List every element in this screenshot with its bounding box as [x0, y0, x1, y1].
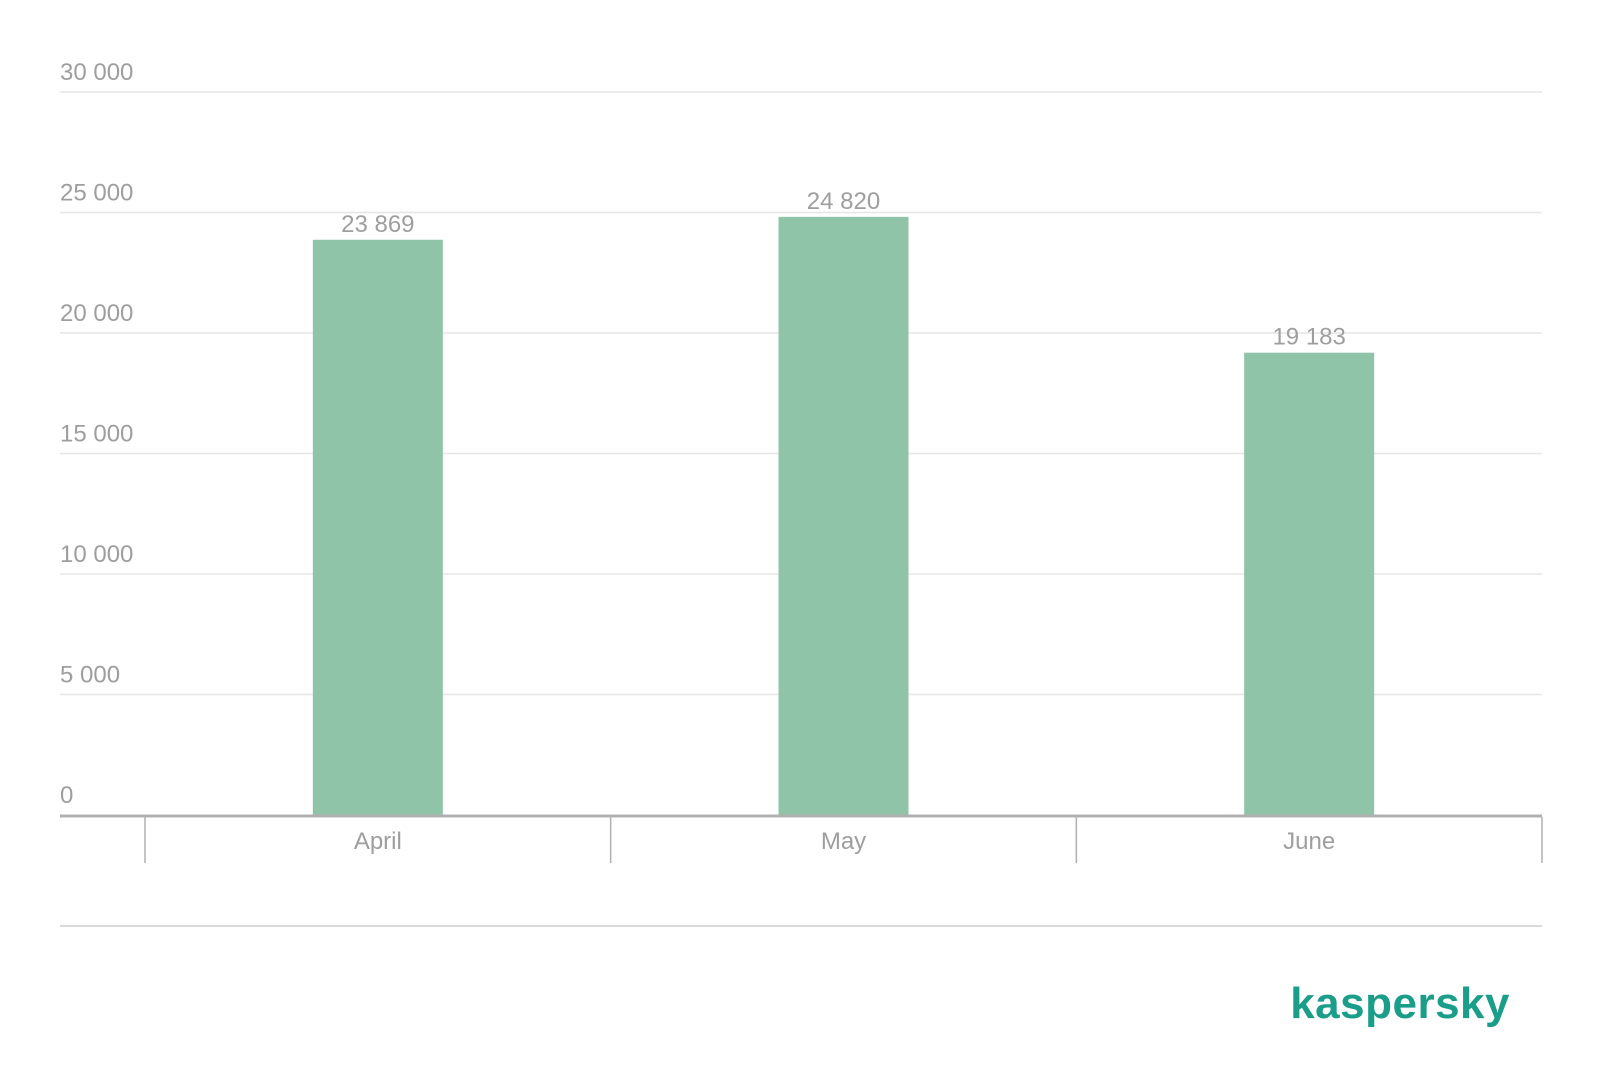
x-axis: [60, 814, 1543, 863]
kaspersky-logo: kaspersky: [1290, 979, 1510, 1028]
y-axis-tick-labels: 0 5 000 10 000 15 000 20 000 25 000 30 000: [60, 59, 133, 809]
bar-may: [778, 216, 909, 815]
bar-april: [312, 239, 443, 816]
y-tick-label: 20 000: [60, 300, 133, 327]
y-tick-label: 5 000: [60, 662, 120, 689]
data-label: 23 869: [341, 211, 414, 238]
y-tick-label: 10 000: [60, 541, 133, 568]
x-tick-label: May: [821, 828, 866, 855]
x-tick-label: April: [354, 828, 402, 855]
data-labels: 23 869 24 820 19 183: [341, 188, 1346, 351]
data-label: 19 183: [1272, 324, 1345, 351]
y-tick-label: 0: [60, 782, 73, 809]
y-tick-label: 25 000: [60, 180, 133, 207]
y-tick-label: 15 000: [60, 421, 133, 448]
bars: [312, 216, 1375, 816]
x-tick-label: June: [1283, 828, 1335, 855]
bar-june: [1244, 352, 1375, 815]
x-axis-tick-labels: April May June: [354, 828, 1335, 855]
y-tick-label: 30 000: [60, 59, 133, 86]
data-label: 24 820: [807, 188, 880, 215]
